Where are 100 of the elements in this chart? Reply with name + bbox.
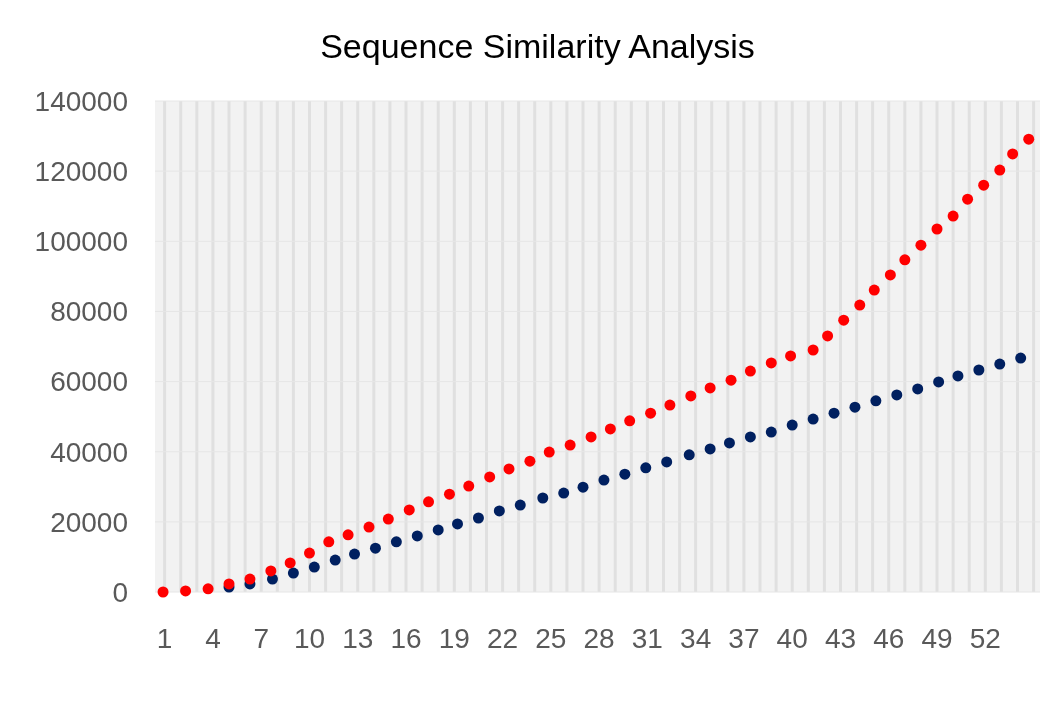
point <box>265 565 277 577</box>
point <box>157 586 169 598</box>
point <box>723 437 735 449</box>
point <box>744 431 756 443</box>
point <box>1007 148 1019 160</box>
x-tick-label: 46 <box>873 623 905 654</box>
point <box>912 383 924 395</box>
point <box>744 365 756 377</box>
point <box>411 530 423 542</box>
point <box>369 542 381 554</box>
point <box>493 505 505 517</box>
point <box>349 548 361 560</box>
point <box>899 254 911 266</box>
point <box>619 468 631 480</box>
y-tick-label: 140000 <box>34 85 128 117</box>
point <box>202 583 214 595</box>
point <box>403 504 415 516</box>
y-tick-label: 100000 <box>34 226 128 258</box>
chart-title: Sequence Similarity Analysis <box>320 27 755 65</box>
point <box>838 314 850 326</box>
point <box>765 357 777 369</box>
point <box>973 364 985 376</box>
point <box>849 401 861 413</box>
y-tick-label: 40000 <box>50 436 128 468</box>
point <box>323 536 335 548</box>
point <box>382 513 394 525</box>
point <box>308 561 320 573</box>
x-tick-label: 7 <box>253 623 269 654</box>
point <box>443 488 455 500</box>
point <box>423 496 435 508</box>
point <box>685 390 697 402</box>
point <box>994 164 1006 176</box>
point <box>484 471 496 483</box>
point <box>303 547 315 559</box>
point <box>537 492 549 504</box>
point <box>661 456 673 468</box>
point <box>828 407 840 419</box>
point <box>933 376 945 388</box>
point <box>284 557 296 569</box>
point <box>452 518 464 530</box>
point <box>891 389 903 401</box>
point <box>962 193 974 205</box>
point <box>598 474 610 486</box>
point <box>287 567 299 579</box>
point <box>329 554 341 566</box>
x-tick-label: 25 <box>535 623 567 654</box>
point <box>704 443 716 455</box>
point <box>577 481 589 493</box>
point <box>1023 133 1035 145</box>
point <box>503 463 515 475</box>
x-tick-label: 49 <box>921 623 953 654</box>
point <box>822 330 834 342</box>
point <box>807 344 819 356</box>
x-tick-label: 10 <box>293 623 326 654</box>
x-tick-label: 13 <box>342 623 374 654</box>
point <box>952 370 964 382</box>
point <box>390 536 402 548</box>
x-tick-label: 37 <box>728 623 760 654</box>
x-tick-label: 28 <box>583 623 615 654</box>
point <box>463 480 475 492</box>
x-tick-label: 52 <box>969 623 1001 654</box>
point <box>664 399 676 411</box>
point <box>524 455 536 467</box>
point <box>244 573 256 585</box>
x-tick-label: 1 <box>156 623 173 654</box>
point <box>854 299 866 311</box>
point <box>624 415 636 427</box>
point <box>978 179 990 191</box>
point <box>765 426 777 438</box>
point <box>931 223 943 235</box>
point <box>604 423 616 435</box>
point <box>785 350 797 362</box>
point <box>915 239 927 251</box>
point <box>645 407 657 419</box>
point <box>683 449 695 461</box>
point <box>342 529 354 541</box>
point <box>725 374 737 386</box>
x-tick-label: 43 <box>824 623 857 654</box>
y-tick-label: 120000 <box>34 155 128 187</box>
point <box>640 462 652 474</box>
point <box>870 395 882 407</box>
x-tick-label: 16 <box>390 623 422 654</box>
point <box>564 439 576 451</box>
point <box>363 521 375 533</box>
x-tick-label: 4 <box>205 623 221 654</box>
x-tick-label: 40 <box>776 623 808 654</box>
point <box>472 512 484 524</box>
x-tick-label: 19 <box>438 623 470 654</box>
point <box>994 358 1006 370</box>
point <box>180 585 192 597</box>
y-tick-label: 0 <box>112 576 128 608</box>
point <box>432 524 444 536</box>
point <box>558 487 570 499</box>
point <box>807 413 819 425</box>
x-tick-label: 22 <box>486 623 519 654</box>
point <box>786 419 798 431</box>
x-tick-label: 31 <box>631 623 663 654</box>
point <box>514 499 526 511</box>
y-tick-label: 60000 <box>50 366 128 398</box>
y-tick-label: 80000 <box>50 296 128 328</box>
